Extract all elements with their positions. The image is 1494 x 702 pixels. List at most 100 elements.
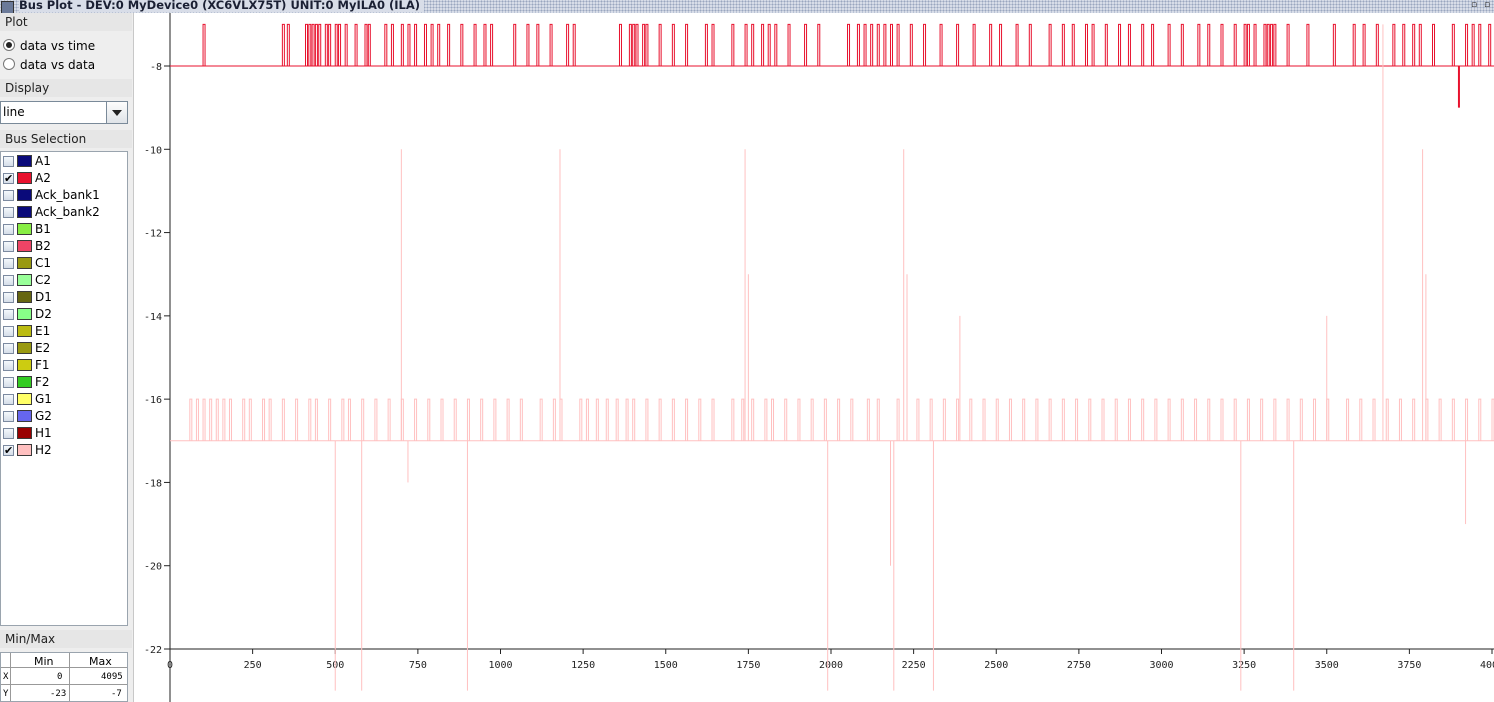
bus-color-swatch[interactable]: [17, 393, 32, 405]
bus-selection-list[interactable]: A1 ✔ A2 Ack_bank1 Ack_bank2 B1 B2 C1 C2 D1 D2 E1 E2 F…: [0, 151, 128, 626]
bus-color-swatch[interactable]: [17, 223, 32, 235]
bus-color-swatch[interactable]: [17, 240, 32, 252]
checkbox[interactable]: [3, 326, 14, 337]
series-pulse-a2: [642, 23, 646, 66]
series-pulse-h2: [764, 398, 768, 441]
y-tick-label: -18: [144, 478, 162, 489]
series-pulse-a2: [281, 23, 285, 66]
checkbox[interactable]: [3, 190, 14, 201]
series-pulse-a2: [1127, 23, 1131, 66]
checkbox[interactable]: [3, 394, 14, 405]
bus-item-a2[interactable]: ✔ A2: [3, 170, 127, 187]
restore-button[interactable]: ▫: [1470, 0, 1478, 10]
bus-plot-svg[interactable]: -8-10-12-14-16-18-20-220 250 500 750 1000 125…: [134, 13, 1494, 702]
series-pulse-h2: [222, 398, 226, 441]
bus-color-swatch[interactable]: [17, 359, 32, 371]
checkbox[interactable]: [3, 428, 14, 439]
series-pulse-a2: [202, 23, 206, 66]
bus-item-a1[interactable]: A1: [3, 153, 127, 170]
series-pulse-a2: [1028, 23, 1032, 66]
radio-label: data vs time: [20, 39, 96, 53]
series-pulse-a2: [1104, 23, 1108, 66]
display-mode-select[interactable]: line: [0, 101, 128, 124]
bus-item-e2[interactable]: E2: [3, 340, 127, 357]
checkbox[interactable]: [3, 241, 14, 252]
checkbox[interactable]: [3, 224, 14, 235]
window-title-bar[interactable]: Bus Plot - DEV:0 MyDevice0 (XC6VLX75T) U…: [0, 0, 1494, 13]
series-pulse-h2: [685, 398, 689, 441]
series-pulse-h2: [995, 398, 999, 441]
checkbox[interactable]: [3, 156, 14, 167]
bus-plot[interactable]: -8 -10 -12 -14 -16 -18 -20 -22 0 250 500 750 1000 125…: [134, 13, 1494, 702]
bus-color-swatch[interactable]: [17, 274, 32, 286]
series-pulse-h2: [539, 398, 543, 441]
bus-color-swatch[interactable]: [17, 257, 32, 269]
radio-data-vs-time[interactable]: data vs time: [3, 37, 95, 55]
series-pulse-a2: [1197, 23, 1201, 66]
series-pulse-a2: [513, 23, 517, 66]
checkbox[interactable]: [3, 360, 14, 371]
bus-item-c2[interactable]: C2: [3, 272, 127, 289]
bus-item-d2[interactable]: D2: [3, 306, 127, 323]
bus-color-swatch[interactable]: [17, 427, 32, 439]
series-pulse-a2: [1375, 23, 1379, 66]
bus-color-swatch[interactable]: [17, 206, 32, 218]
checkbox[interactable]: [3, 292, 14, 303]
bus-color-swatch[interactable]: [17, 410, 32, 422]
bus-item-g2[interactable]: G2: [3, 408, 127, 425]
bus-color-swatch[interactable]: [17, 291, 32, 303]
radio-selected-icon[interactable]: [3, 39, 15, 51]
series-pulse-h2: [308, 398, 312, 441]
y-tick-label: -16: [144, 395, 162, 406]
series-pulse-h2: [1451, 398, 1455, 441]
x-tick-label: 2250: [902, 660, 926, 671]
radio-data-vs-data[interactable]: data vs data: [3, 56, 95, 74]
bus-color-swatch[interactable]: [17, 155, 32, 167]
bus-color-swatch[interactable]: [17, 189, 32, 201]
bus-item-c1[interactable]: C1: [3, 255, 127, 272]
chevron-down-icon[interactable]: [106, 102, 127, 123]
bus-item-h1[interactable]: H1: [3, 425, 127, 442]
maximize-button[interactable]: ▫: [1483, 0, 1491, 10]
bus-item-b1[interactable]: B1: [3, 221, 127, 238]
bus-color-swatch[interactable]: [17, 325, 32, 337]
checkbox[interactable]: [3, 343, 14, 354]
checkbox[interactable]: [3, 275, 14, 286]
checkbox[interactable]: [3, 258, 14, 269]
bus-item-g1[interactable]: G1: [3, 391, 127, 408]
series-pulse-a2: [645, 23, 649, 66]
bus-color-swatch[interactable]: [17, 376, 32, 388]
bus-item-f2[interactable]: F2: [3, 374, 127, 391]
series-pulse-h2: [741, 398, 745, 441]
bus-color-swatch[interactable]: [17, 444, 32, 456]
bus-item-d1[interactable]: D1: [3, 289, 127, 306]
series-pulse-h2: [242, 398, 246, 441]
series-pulse-h2: [341, 398, 345, 441]
series-pulse-h2: [189, 398, 193, 441]
bus-color-swatch[interactable]: [17, 308, 32, 320]
series-pulse-a2: [1263, 23, 1267, 66]
series-pulse-a2: [308, 23, 312, 66]
minmax-y-min: -23: [50, 689, 67, 699]
checkbox-checked[interactable]: ✔: [3, 444, 14, 457]
bus-item-f1[interactable]: F1: [3, 357, 127, 374]
series-pulse-h2: [1220, 398, 1224, 441]
bus-item-ack-bank2[interactable]: Ack_bank2: [3, 204, 127, 221]
bus-item-b2[interactable]: B2: [3, 238, 127, 255]
bus-item-e1[interactable]: E1: [3, 323, 127, 340]
series-pulse-h2: [1154, 398, 1158, 441]
checkbox[interactable]: [3, 377, 14, 388]
series-pulse-a2: [817, 23, 821, 66]
bus-item-h2[interactable]: ✔ H2: [3, 442, 127, 459]
series-pulse-h2: [414, 398, 418, 441]
bus-color-swatch[interactable]: [17, 172, 32, 184]
checkbox[interactable]: [3, 207, 14, 218]
app-icon: [1, 1, 14, 13]
checkbox-checked[interactable]: ✔: [3, 172, 14, 185]
checkbox[interactable]: [3, 411, 14, 422]
checkbox[interactable]: [3, 309, 14, 320]
bus-item-ack-bank1[interactable]: Ack_bank1: [3, 187, 127, 204]
series-pulse-a2: [314, 23, 318, 66]
bus-color-swatch[interactable]: [17, 342, 32, 354]
radio-unselected-icon[interactable]: [3, 58, 15, 70]
